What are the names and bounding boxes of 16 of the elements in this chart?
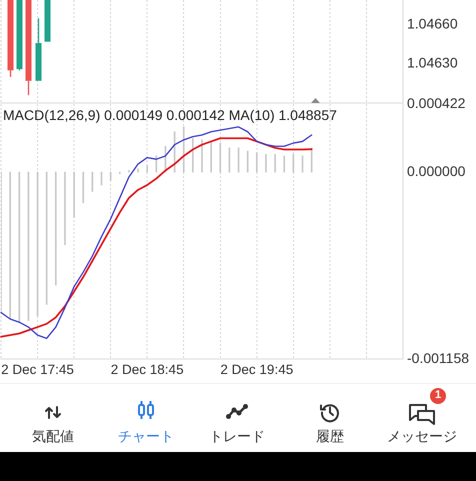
y-tick-label: -0.001158: [407, 350, 470, 366]
text: 気配値: [32, 428, 74, 444]
y-tick-label: 1.04630: [407, 54, 458, 71]
text: チャート: [118, 428, 174, 444]
text: 1: [434, 389, 442, 402]
x-tick-label: 2 Dec 17:45: [1, 362, 74, 377]
y-tick-label: 1.04660: [407, 16, 458, 32]
x-tick-label: 2 Dec 19:45: [220, 362, 294, 377]
text: メッセージ: [387, 428, 457, 444]
text: 履歴: [316, 428, 344, 444]
x-tick-label: 2 Dec 18:45: [110, 362, 184, 377]
y-tick-label: 0.000000: [407, 162, 466, 179]
candlestick: [26, 0, 32, 96]
chart-title: MACD(12,26,9) 0.000149 0.000142 MA(10) 1.048857: [3, 106, 338, 123]
y-tick-label: 0.000422: [407, 94, 466, 111]
text: トレード: [209, 428, 265, 444]
